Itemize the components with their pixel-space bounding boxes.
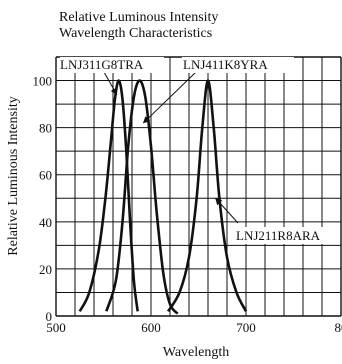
y-tick-label: 40: [39, 215, 52, 230]
x-axis-label: Wavelength: [163, 345, 230, 360]
tick-labels: 02040608010050060070080: [33, 74, 342, 335]
series-line-lnj311g8tra: [80, 81, 138, 312]
chart-subtitle: Wavelength Characteristics: [59, 26, 212, 41]
chart-title: Relative Luminous Intensity: [59, 10, 218, 25]
annotation-label: LNJ211R8ARA: [236, 228, 321, 243]
x-tick-label: 700: [236, 320, 256, 335]
y-tick-label: 80: [39, 121, 52, 136]
x-tick-label: 80: [335, 320, 342, 335]
annotation-label: LNJ311G8TRA: [60, 57, 144, 72]
y-axis-label: Relative Luminous Intensity: [6, 96, 21, 255]
annotation-arrow: [104, 72, 117, 95]
y-tick-label: 100: [33, 74, 53, 89]
annotation-label: LNJ411K8YRA: [183, 57, 268, 72]
y-tick-label: 20: [39, 262, 52, 277]
y-tick-label: 60: [39, 168, 52, 183]
x-tick-label: 600: [141, 320, 161, 335]
series-line-lnj411k8yra: [106, 81, 177, 314]
series-curves: [80, 81, 246, 314]
series-line-lnj211r8ara: [168, 81, 246, 312]
x-tick-label: 500: [46, 320, 66, 335]
